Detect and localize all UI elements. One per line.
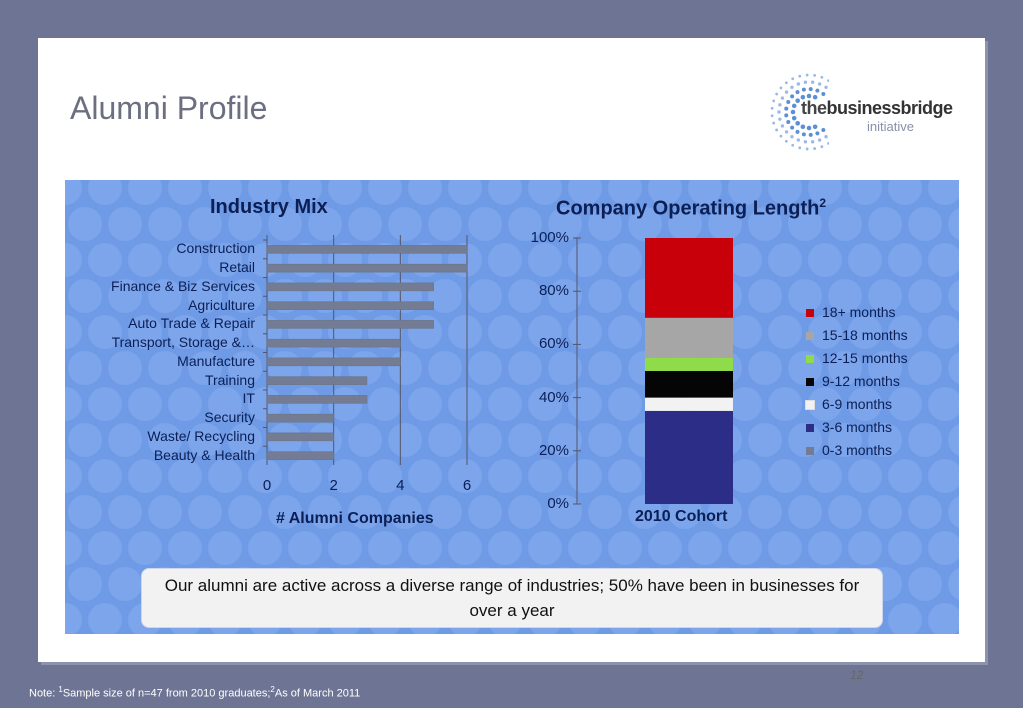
note-text-1: Sample size of n=47 from 2010 graduates; [62,687,271,700]
industry-bar-chart [263,235,468,465]
logo-wordmark: thebusinessbridge [801,98,953,119]
legend-swatch [806,309,814,318]
operating-stacked-chart [573,237,733,505]
legend-label: 9-12 months [822,373,900,389]
industry-bar [266,301,434,310]
legend-item: 6-9 months [805,396,893,412]
operating-y-tick-label: 20% [538,441,569,459]
operating-bar-segment [645,357,733,371]
logo-dots-icon [770,73,829,151]
operating-y-tick-label: 80% [538,282,569,300]
industry-bar [266,282,434,292]
footnote: Note: 1Sample size of n=47 from 2010 gra… [29,685,360,700]
legend-swatch [806,355,814,364]
industry-bar [266,432,334,442]
operating-bar-segment [645,397,733,411]
legend-swatch [805,400,815,411]
industry-x-tick-label: 6 [462,477,472,494]
industry-category-label: Waste/ Recycling [147,427,255,444]
chart-panel: Industry Mix Construction Retail Finance &… [65,180,959,634]
operating-bar-segment [645,410,733,504]
industry-category-label: Security [204,409,255,426]
industry-category-label: Transport, Storage &… [111,334,255,351]
industry-bar [266,338,401,348]
slide-title: Alumni Profile [70,90,268,126]
page-number: 12 [850,668,864,682]
legend-label: 0-3 months [822,442,893,458]
industry-category-labels: Construction Retail Finance & Biz Services… [65,180,255,480]
legend-swatch [806,447,814,456]
slide: Alumni Profile thebusinessbridge initiat… [38,38,985,682]
industry-bar [266,376,368,385]
industry-category-label: Finance & Biz Services [111,277,255,294]
note-sup-1: 1 [58,685,63,694]
legend-item: 3-6 months [806,419,892,435]
industry-category-label: Agriculture [188,296,255,313]
industry-category-label: Auto Trade & Repair [128,315,255,332]
operating-bar-segment [645,238,733,318]
legend-label: 18+ months [822,304,896,320]
industry-category-label: Manufacture [177,352,255,369]
industry-bar [266,395,368,404]
operating-bar-segment [645,371,733,398]
industry-category-label: Construction [176,240,255,257]
logo-word-the: the [801,98,827,118]
operating-chart-title-text: Company Operating Length [556,197,820,220]
industry-category-label: Retail [219,259,255,276]
legend-swatch [806,332,814,341]
operating-category-label: 2010 Cohort [635,508,728,525]
legend-item: 0-3 months [806,442,892,458]
industry-bar [266,413,334,423]
industry-x-axis-title: # Alumni Companies [276,510,434,527]
industry-bar [266,320,434,329]
legend-label: 3-6 months [822,419,893,435]
legend-swatch [806,378,814,387]
industry-bar [266,245,468,254]
legend-label: 12-15 months [822,350,908,366]
operating-y-tick-label: 0% [547,495,569,512]
industry-x-tick-label: 0 [262,477,272,494]
callout-box: Our alumni are active across a diverse r… [141,568,883,628]
legend-label: 6-9 months [822,396,893,412]
industry-bar [266,451,334,460]
logo-word-brand: businessbridge [826,98,954,118]
industry-x-tick-label: 2 [329,477,338,494]
industry-x-tick-label: 4 [396,477,405,494]
legend-item: 12-15 months [806,350,908,366]
note-prefix: Note: [29,687,59,700]
operating-y-tick-label: 60% [538,335,569,353]
logo-tagline: initiative [867,119,914,134]
industry-category-label: Training [204,371,255,388]
legend-swatch [806,424,814,433]
operating-chart-title-sup: 2 [819,196,827,210]
legend-label: 15-18 months [822,327,908,343]
operating-y-tick-label: 40% [538,388,569,406]
industry-category-label: Beauty & Health [153,446,255,463]
legend-item: 18+ months [806,304,896,320]
operating-y-tick-label: 100% [530,229,569,246]
legend-item: 9-12 months [806,373,900,389]
industry-chart-title: Industry Mix [210,196,328,218]
brand-logo: thebusinessbridge initiative [769,68,959,160]
industry-bar [266,357,401,367]
industry-bar [266,263,468,273]
legend-item: 15-18 months [806,327,908,343]
operating-bar-segment [645,317,733,358]
operating-chart-title: Company Operating Length2 [556,196,826,221]
note-sup-2: 2 [270,685,275,694]
note-text-2: As of March 2011 [274,687,361,700]
industry-category-label: IT [242,390,255,407]
